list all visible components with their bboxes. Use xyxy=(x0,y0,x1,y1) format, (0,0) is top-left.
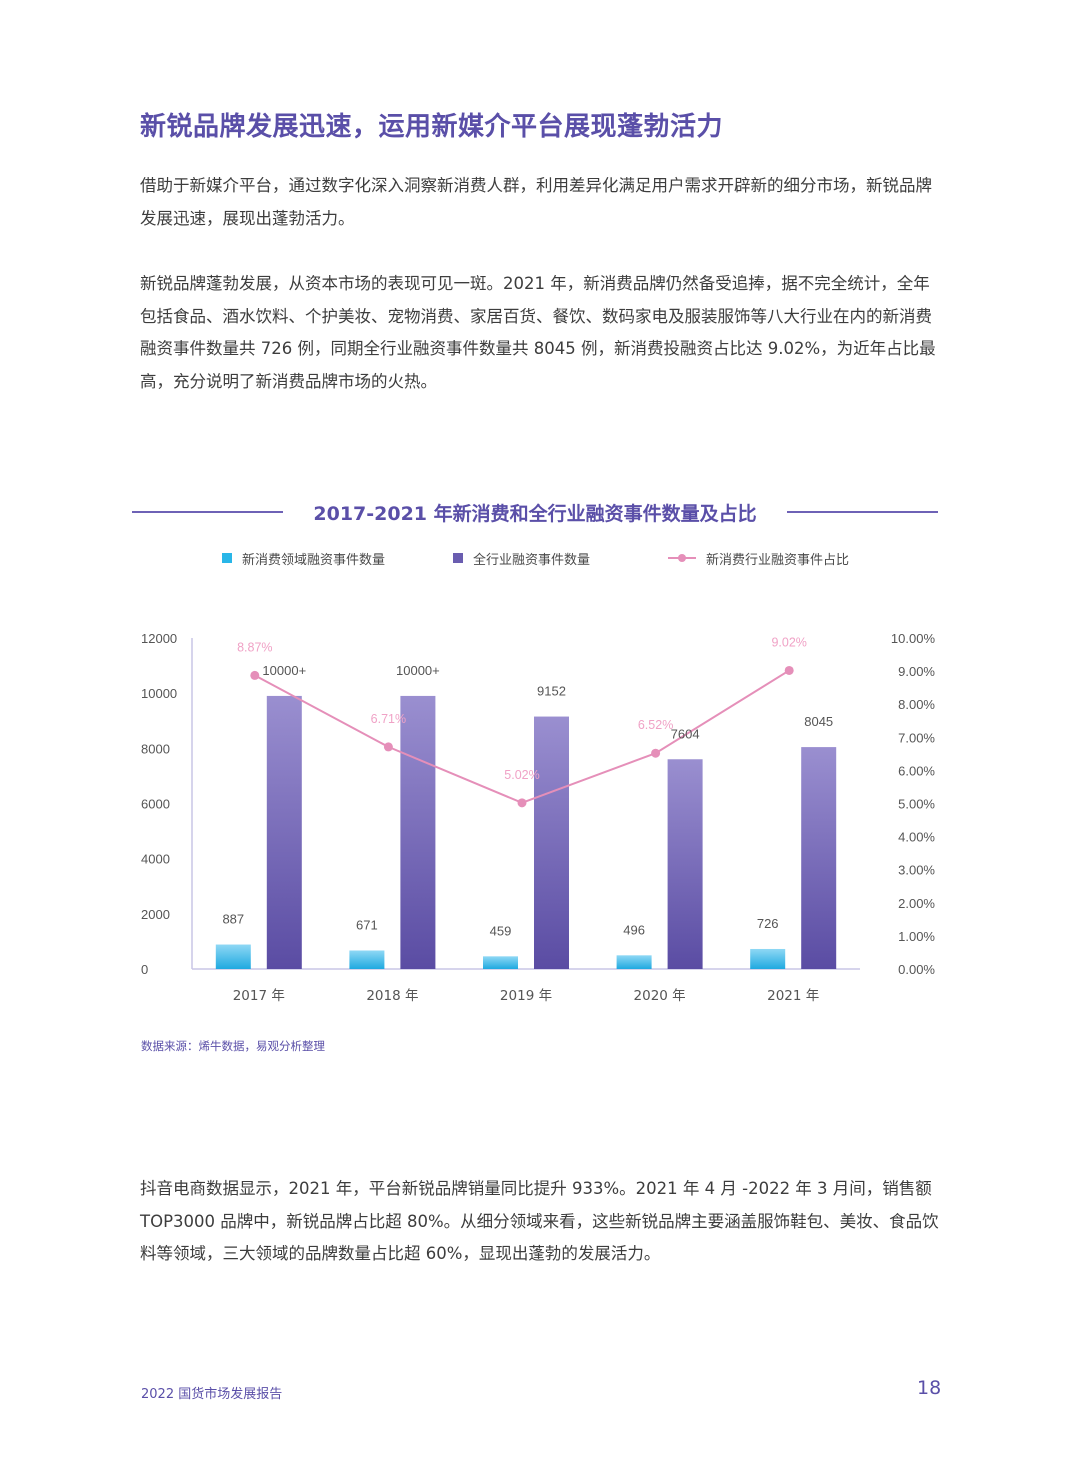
legend-label: 新消费行业融资事件占比 xyxy=(706,552,850,568)
bar-value-label: 10000+ xyxy=(396,663,440,678)
share-point xyxy=(250,670,260,680)
chart-title-row: 2017-2021 年新消费和全行业融资事件数量及占比 xyxy=(132,494,939,530)
bar-value-label: 7604 xyxy=(671,726,700,741)
y-tick-label: 12000 xyxy=(141,631,177,646)
bar-new-consumption xyxy=(483,956,518,969)
bar-value-label: 459 xyxy=(490,923,512,938)
bar-value-label: 726 xyxy=(757,916,779,931)
share-value-label: 6.52% xyxy=(638,718,673,732)
bar-value-label: 9152 xyxy=(537,684,566,699)
y2-tick-label: 9.00% xyxy=(898,664,935,679)
page-number: 18 xyxy=(917,1377,942,1399)
share-value-label: 8.87% xyxy=(237,640,272,654)
share-point xyxy=(383,742,393,752)
legend-label: 全行业融资事件数量 xyxy=(473,552,591,568)
legend-item-all-industry: 全行业融资事件数量 xyxy=(453,548,590,568)
y2-tick-label: 7.00% xyxy=(898,730,935,745)
y-tick-label: 6000 xyxy=(141,797,170,812)
chart-title: 2017-2021 年新消费和全行业融资事件数量及占比 xyxy=(313,502,757,525)
legend-item-share-line: 新消费行业融资事件占比 xyxy=(668,548,849,568)
share-point xyxy=(651,748,661,758)
bar-value-label: 10000+ xyxy=(262,663,306,678)
legend-swatch-line xyxy=(668,553,696,563)
share-value-label: 5.02% xyxy=(504,768,539,782)
x-tick-label: 2017 年 xyxy=(233,988,285,1004)
x-tick-label: 2019 年 xyxy=(500,988,552,1004)
bar-value-label: 496 xyxy=(623,922,645,937)
bar-all-industry xyxy=(801,747,837,969)
y2-tick-label: 5.00% xyxy=(898,797,935,812)
share-point xyxy=(784,665,794,675)
y2-tick-label: 10.00% xyxy=(891,631,936,646)
paragraph-1: 借助于新媒介平台，通过数字化深入洞察新消费人群，利用差异化满足用户需求开辟新的细… xyxy=(140,176,932,228)
y2-tick-label: 8.00% xyxy=(898,697,935,712)
paragraph-2: 新锐品牌蓬勃发展，从资本市场的表现可见一斑。2021 年，新消费品牌仍然备受追捧… xyxy=(140,274,936,391)
bar-value-label: 887 xyxy=(222,912,244,927)
x-tick-label: 2018 年 xyxy=(366,988,418,1004)
share-point xyxy=(517,798,527,808)
x-tick-label: 2020 年 xyxy=(634,988,686,1004)
share-value-label: 6.71% xyxy=(371,712,406,726)
y2-tick-label: 2.00% xyxy=(898,896,935,911)
bar-new-consumption xyxy=(349,950,385,969)
y-tick-label: 8000 xyxy=(141,741,170,756)
footer-report-name: 2022 国货市场发展报告 xyxy=(141,1387,283,1402)
y-tick-label: 10000 xyxy=(141,686,177,701)
bar-value-label: 671 xyxy=(356,917,378,932)
title-rule-left xyxy=(132,511,284,513)
legend-swatch-bar-light xyxy=(222,553,232,563)
page-heading: 新锐品牌发展迅速，运用新媒介平台展现蓬勃活力 xyxy=(140,112,724,142)
share-line xyxy=(254,669,790,804)
legend-item-new-consumption: 新消费领域融资事件数量 xyxy=(222,548,385,568)
y-tick-label: 2000 xyxy=(141,907,170,922)
y2-tick-label: 1.00% xyxy=(898,929,935,944)
y2-tick-label: 3.00% xyxy=(898,863,935,878)
bar-new-consumption xyxy=(215,944,251,969)
bar-all-industry xyxy=(400,695,436,969)
legend-label: 新消费领域融资事件数量 xyxy=(242,552,386,568)
y2-tick-label: 4.00% xyxy=(898,830,935,845)
bar-all-industry xyxy=(266,695,302,969)
share-value-label: 9.02% xyxy=(771,635,806,649)
bar-value-label: 8045 xyxy=(804,714,833,729)
y2-tick-label: 6.00% xyxy=(898,763,935,778)
bar-new-consumption xyxy=(750,948,786,969)
legend-swatch-bar-dark xyxy=(453,553,463,563)
bar-all-industry xyxy=(667,759,703,969)
y-tick-label: 0 xyxy=(141,962,148,977)
y-tick-label: 4000 xyxy=(141,852,170,867)
y2-tick-label: 0.00% xyxy=(898,962,935,977)
paragraph-3: 抖音电商数据显示，2021 年，平台新锐品牌销量同比提升 933%。2021 年… xyxy=(140,1179,939,1263)
data-source: 数据来源：烯牛数据，易观分析整理 xyxy=(141,1039,325,1053)
bar-all-industry xyxy=(534,716,569,969)
title-rule-right xyxy=(786,511,939,513)
bar-new-consumption xyxy=(616,955,652,969)
x-tick-label: 2021 年 xyxy=(767,988,819,1004)
